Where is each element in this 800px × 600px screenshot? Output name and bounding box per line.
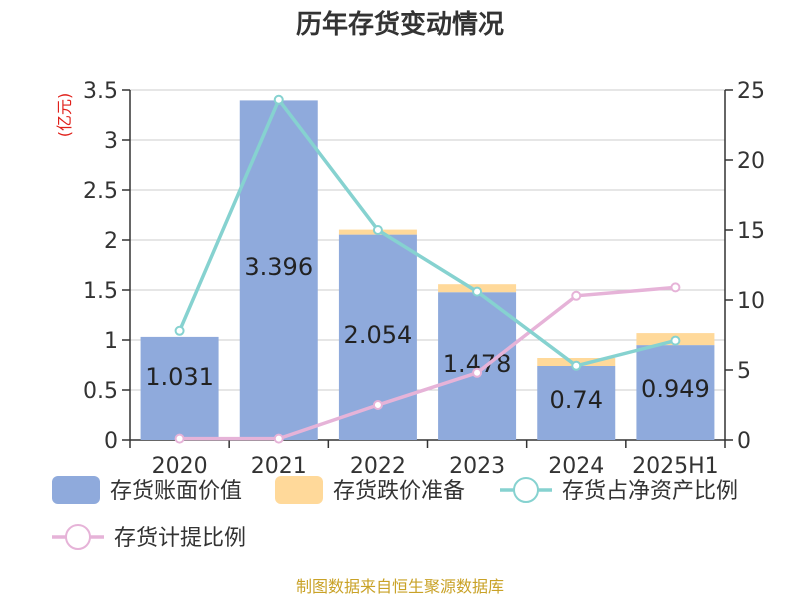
- x-tick-label: 2021: [251, 454, 307, 479]
- x-tick-label: 2020: [152, 454, 208, 479]
- y-right-axis: 0 5 10 15 20 25: [724, 79, 765, 454]
- y-left-tick-label: 3: [104, 129, 118, 154]
- legend-item: 存货计提比例: [52, 524, 246, 551]
- bar-value-label: 0.74: [550, 386, 603, 414]
- line-point: [372, 225, 383, 235]
- y-right-tick-label: 10: [737, 289, 765, 314]
- gridlines: [130, 89, 725, 391]
- legend-label: 存货占净资产比例: [562, 479, 738, 504]
- y-left-tick-label: 1: [104, 329, 118, 354]
- legend-label: 存货计提比例: [114, 526, 246, 551]
- x-tick-label: 2023: [449, 454, 505, 479]
- x-tick-label: 2024: [548, 454, 604, 479]
- bar-value-label: 3.396: [244, 253, 313, 281]
- legend-swatch: [52, 476, 100, 504]
- legend-swatch: [275, 476, 323, 504]
- y-left-axis: 0 0.5 1 1.5 2 2.5 3 3.5: [83, 79, 131, 454]
- y-right-tick-label: 15: [737, 219, 765, 244]
- x-axis: 2020 2021 2022 2023 2024 2025H1: [129, 439, 726, 479]
- y-left-tick-label: 2.5: [83, 179, 118, 204]
- line-point: [273, 94, 284, 105]
- bar-value-label: 0.949: [641, 375, 710, 403]
- x-tick-label: 2025H1: [632, 454, 719, 479]
- legend-item: 存货账面价值: [52, 476, 242, 504]
- bar-inventory-book-value: [636, 345, 715, 440]
- line-point: [472, 367, 483, 378]
- lines: [174, 94, 681, 444]
- bar-inventory-book-value: [537, 366, 616, 440]
- legend-marker: [65, 524, 91, 550]
- source-note: 制图数据来自恒生聚源数据库: [296, 577, 504, 596]
- line-series: [177, 96, 676, 368]
- y-right-tick-label: 25: [737, 79, 765, 104]
- legend-label: 存货跌价准备: [333, 479, 465, 504]
- x-tick-label: 2022: [350, 454, 406, 479]
- line-point: [472, 286, 483, 297]
- line-point: [273, 433, 284, 444]
- y-left-tick-label: 1.5: [83, 279, 118, 304]
- y-right-tick-label: 5: [737, 359, 751, 384]
- line-point: [372, 400, 383, 410]
- y-left-tick-label: 0: [104, 429, 118, 454]
- y-right-tick-label: 20: [737, 149, 765, 174]
- chart-title: 历年存货变动情况: [296, 9, 504, 40]
- y-left-tick-label: 3.5: [83, 79, 118, 104]
- legend-label: 存货账面价值: [110, 479, 242, 504]
- bar-value-label: 1.031: [145, 363, 214, 391]
- line-point: [670, 282, 681, 293]
- line-series: [179, 285, 676, 441]
- y-left-unit: (亿元): [55, 93, 74, 138]
- line-point: [571, 360, 582, 371]
- legend-item: 存货占净资产比例: [500, 477, 738, 504]
- legend-marker: [513, 477, 539, 503]
- y-left-tick-label: 2: [104, 229, 118, 254]
- bar-inventory-book-value: [438, 292, 517, 440]
- line-point: [670, 335, 681, 346]
- line-point: [174, 433, 185, 444]
- line-point: [571, 290, 582, 301]
- bar-inventory-book-value: [140, 336, 219, 440]
- line-point: [174, 325, 185, 336]
- y-left-tick-label: 0.5: [83, 379, 118, 404]
- y-right-tick-label: 0: [737, 429, 751, 454]
- legend-item: 存货跌价准备: [275, 476, 465, 504]
- bar-value-label: 2.054: [344, 321, 413, 349]
